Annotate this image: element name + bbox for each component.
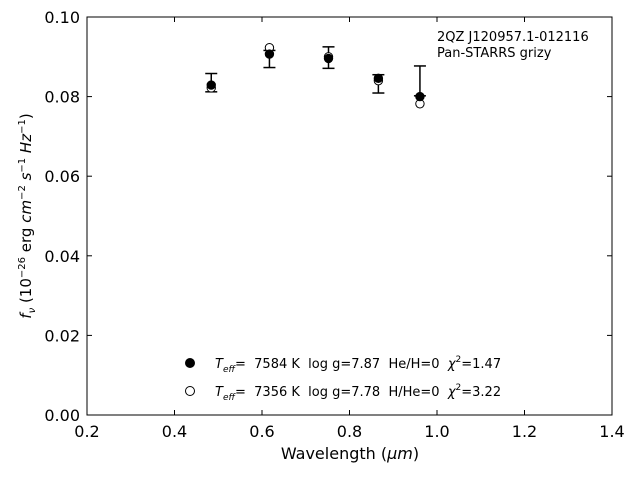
model-point-filled — [415, 91, 425, 102]
x-tick-label: 0.8 — [337, 422, 362, 441]
model-point-filled — [206, 80, 216, 90]
legend-marker-filled-circle — [185, 358, 195, 368]
x-tick-label: 0.4 — [162, 422, 187, 441]
x-axis-label: Wavelength (μm) — [281, 444, 419, 463]
x-tick-label: 0.6 — [249, 422, 274, 441]
y-tick-label: 0.10 — [44, 8, 80, 27]
model-point-filled — [373, 73, 384, 83]
plot-frame — [86, 16, 613, 416]
data-points — [206, 42, 425, 109]
x-tick-label: 0.2 — [74, 422, 99, 441]
y-axis-label: fν (10−26 erg cm−2 s−1 Hz−1) — [17, 113, 38, 318]
y-tick-label: 0.08 — [44, 88, 80, 107]
x-tick-label: 1.0 — [424, 422, 449, 441]
y-tick-label: 0.06 — [44, 167, 80, 186]
legend: Teff= 7584 K log g=7.87 He/H=0 χ2=1.47 T… — [185, 355, 501, 403]
axis-ticks: 0.2 0.4 0.6 0.8 1.0 1.2 1.4 0.00 0.02 0.04 0.06 0.0… — [44, 8, 624, 441]
x-tick-label: 1.4 — [599, 422, 624, 441]
x-tick-label: 1.2 — [512, 422, 537, 441]
annotation-survey: Pan-STARRS grizy — [437, 46, 552, 61]
error-bars — [205, 46, 426, 97]
y-tick-label: 0.02 — [44, 326, 80, 345]
model-point-filled — [323, 53, 334, 64]
model-point-filled — [264, 49, 275, 59]
y-tick-label: 0.04 — [44, 247, 80, 266]
legend-marker-open-circle — [185, 386, 195, 396]
annotation-object-name: 2QZ J120957.1-012116 — [437, 30, 589, 45]
legend-label-series-1: Teff= 7584 K log g=7.87 He/H=0 χ2=1.47 — [215, 355, 501, 375]
legend-label-series-2: Teff= 7356 K log g=7.78 H/He=0 χ2=3.22 — [215, 383, 501, 403]
y-tick-label: 0.00 — [44, 406, 80, 425]
